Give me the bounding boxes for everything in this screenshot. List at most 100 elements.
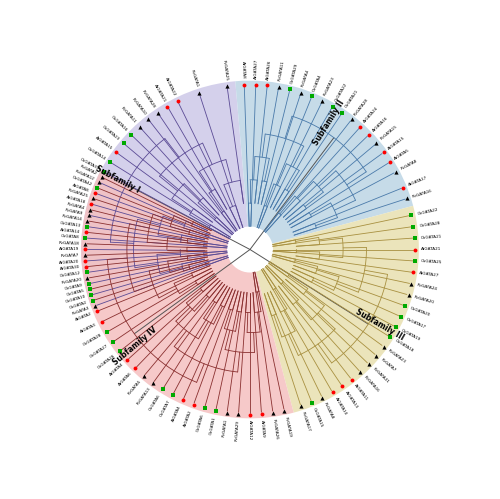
Text: OsGATA9: OsGATA9 xyxy=(64,283,84,291)
Text: PvGATA31: PvGATA31 xyxy=(372,367,390,384)
Text: PvGATA20: PvGATA20 xyxy=(61,277,82,285)
Text: OsGATA10: OsGATA10 xyxy=(65,295,86,304)
Text: OsGATA18: OsGATA18 xyxy=(394,338,414,353)
Text: PvGATA1: PvGATA1 xyxy=(222,418,228,437)
Text: PvGATA8: PvGATA8 xyxy=(400,159,418,171)
Text: PvGATA16: PvGATA16 xyxy=(412,188,433,199)
Text: PvGATA25: PvGATA25 xyxy=(222,59,228,81)
Text: OsGATA6: OsGATA6 xyxy=(196,413,205,432)
Text: OsGATA16: OsGATA16 xyxy=(110,115,128,132)
Text: PvGATA17: PvGATA17 xyxy=(301,411,311,433)
Text: OsGATA7: OsGATA7 xyxy=(159,399,172,418)
Wedge shape xyxy=(81,170,294,418)
Text: PvGATA28: PvGATA28 xyxy=(354,97,370,116)
Text: OsGATA4: OsGATA4 xyxy=(312,73,323,92)
Wedge shape xyxy=(81,81,248,307)
Text: AtGATA5: AtGATA5 xyxy=(394,148,411,161)
Text: AtGATA15: AtGATA15 xyxy=(94,136,113,151)
Text: OsGATA21: OsGATA21 xyxy=(420,234,442,240)
Text: PvGATA18: PvGATA18 xyxy=(58,241,80,246)
Text: AtGATA14: AtGATA14 xyxy=(60,228,80,234)
Text: AtGATA18: AtGATA18 xyxy=(66,195,86,204)
Text: PvGATA4: PvGATA4 xyxy=(66,202,84,210)
Text: PvGATA5: PvGATA5 xyxy=(127,379,142,396)
Text: OsGATA22: OsGATA22 xyxy=(416,208,438,216)
Text: AtGATA19: AtGATA19 xyxy=(59,248,79,251)
Text: Subfamily I: Subfamily I xyxy=(94,164,142,195)
Text: PvGATA28: PvGATA28 xyxy=(141,89,156,109)
Text: AtGATA27: AtGATA27 xyxy=(254,58,258,79)
Text: PvGATA7: PvGATA7 xyxy=(61,253,80,258)
Text: PvGATA11: PvGATA11 xyxy=(120,106,137,124)
Text: AtGATA20: AtGATA20 xyxy=(59,259,80,265)
Text: AtGATA6: AtGATA6 xyxy=(118,371,133,387)
Text: AtGATA10: AtGATA10 xyxy=(334,396,347,416)
Text: PvGATA7: PvGATA7 xyxy=(380,358,396,373)
Text: AtGATA16: AtGATA16 xyxy=(372,115,389,132)
Text: AtGATA24: AtGATA24 xyxy=(363,106,380,124)
Text: PvGATA29: PvGATA29 xyxy=(234,420,240,441)
Text: PvGATA25: PvGATA25 xyxy=(67,188,88,199)
Text: PvGATA1: PvGATA1 xyxy=(190,69,199,88)
Text: OsGATA8: OsGATA8 xyxy=(61,235,80,240)
Text: PvGATA10: PvGATA10 xyxy=(130,97,146,116)
Text: AtGATA4: AtGATA4 xyxy=(108,362,124,377)
Text: PvGATA19: PvGATA19 xyxy=(284,416,292,438)
Text: PvGATA15: PvGATA15 xyxy=(380,125,398,141)
Text: PvGATA11: PvGATA11 xyxy=(278,60,285,82)
Text: OsGATA19: OsGATA19 xyxy=(400,328,420,341)
Text: AtGATA22: AtGATA22 xyxy=(164,77,177,97)
Text: PvGATA23: PvGATA23 xyxy=(387,348,406,364)
Text: AtGATA11: AtGATA11 xyxy=(354,383,369,401)
Text: Subfamily IV: Subfamily IV xyxy=(112,325,159,367)
Text: AtGATA13: AtGATA13 xyxy=(344,390,358,409)
Text: PvGATA24: PvGATA24 xyxy=(416,283,438,291)
Text: AtGATA30: AtGATA30 xyxy=(60,265,80,271)
Text: OsGATA5: OsGATA5 xyxy=(66,289,84,297)
Text: AtGATA3: AtGATA3 xyxy=(80,322,98,334)
Text: PvGATA16: PvGATA16 xyxy=(363,375,380,393)
Text: OsGATA22: OsGATA22 xyxy=(334,82,348,103)
Text: AtGATA2: AtGATA2 xyxy=(184,409,194,427)
Text: AtGATA2: AtGATA2 xyxy=(74,312,92,322)
Text: AtGATA27: AtGATA27 xyxy=(419,271,440,278)
Text: AtGATA8: AtGATA8 xyxy=(242,61,246,79)
Text: AtGATA26: AtGATA26 xyxy=(266,59,272,80)
Wedge shape xyxy=(256,206,419,413)
Text: AtGATA15: AtGATA15 xyxy=(387,136,406,151)
Text: PvGATA20: PvGATA20 xyxy=(414,295,435,304)
Text: AtGATA4: AtGATA4 xyxy=(172,405,182,423)
Text: AtGATA21: AtGATA21 xyxy=(152,83,166,103)
Text: OsGATA28: OsGATA28 xyxy=(82,333,103,347)
Text: OsGATA23: OsGATA23 xyxy=(102,124,120,141)
Text: OsGATA42: OsGATA42 xyxy=(71,176,92,187)
Text: OsGATA27: OsGATA27 xyxy=(90,343,110,359)
Text: AtGATA17: AtGATA17 xyxy=(408,176,428,187)
Text: OsGATA15: OsGATA15 xyxy=(312,407,324,428)
Text: PvGATA23: PvGATA23 xyxy=(323,76,336,97)
Text: AtGATA21: AtGATA21 xyxy=(421,248,441,251)
Wedge shape xyxy=(236,81,413,244)
Text: AtGATA8: AtGATA8 xyxy=(72,183,90,193)
Text: Subfamily II: Subfamily II xyxy=(312,98,347,147)
Text: OsGATA17: OsGATA17 xyxy=(405,317,426,329)
Text: OsGATA6: OsGATA6 xyxy=(148,393,161,411)
Text: PvGATA12: PvGATA12 xyxy=(74,170,95,182)
Text: OsGATA20: OsGATA20 xyxy=(410,306,432,317)
Text: PvGATA3: PvGATA3 xyxy=(72,306,90,316)
Text: Subfamily III: Subfamily III xyxy=(354,307,406,342)
Text: OsGATA25: OsGATA25 xyxy=(420,259,442,265)
Text: AtGATA9: AtGATA9 xyxy=(260,420,265,438)
Text: PvGATA4: PvGATA4 xyxy=(301,69,310,88)
Text: OsGATA12: OsGATA12 xyxy=(60,271,81,278)
Text: OsGATA13: OsGATA13 xyxy=(60,221,81,228)
Text: AtGATA12: AtGATA12 xyxy=(248,420,252,441)
Text: PvGATA9: PvGATA9 xyxy=(64,208,84,216)
Text: OsGATA14: OsGATA14 xyxy=(86,146,106,161)
Text: PvGATA13: PvGATA13 xyxy=(136,387,151,406)
Text: OsGATA21: OsGATA21 xyxy=(344,89,359,109)
Text: OsGATA39: OsGATA39 xyxy=(80,158,100,171)
Text: PvGATA8: PvGATA8 xyxy=(323,402,334,421)
Text: OsGATA29: OsGATA29 xyxy=(290,62,298,84)
Text: PvGATA2: PvGATA2 xyxy=(79,165,98,177)
